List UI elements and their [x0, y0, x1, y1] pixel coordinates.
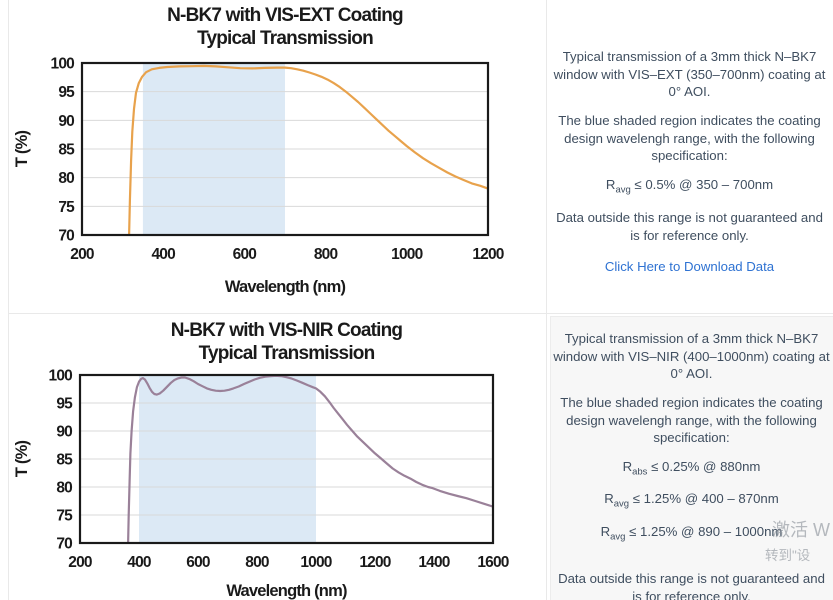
svg-text:1400: 1400 [418, 554, 449, 571]
svg-text:200: 200 [68, 554, 92, 571]
vis-ext-download-data-link[interactable]: Click Here to Download Data [604, 258, 775, 274]
svg-text:95: 95 [58, 84, 75, 101]
svg-text:T (%): T (%) [13, 131, 31, 168]
vis-nir-shaded-region-note: The blue shaded region indicates the coa… [560, 395, 823, 446]
svg-text:70: 70 [56, 536, 72, 553]
vis-ext-info-panel: Typical transmission of a 3mm thick N–BK… [550, 48, 829, 276]
svg-text:1200: 1200 [359, 554, 390, 571]
svg-text:N-BK7 with VIS-NIR Coating: N-BK7 with VIS-NIR Coating [171, 320, 403, 341]
svg-text:200: 200 [70, 246, 94, 263]
row-divider-line [8, 313, 833, 314]
column-divider-line [546, 0, 547, 600]
svg-text:600: 600 [186, 554, 210, 571]
svg-text:75: 75 [56, 508, 73, 525]
svg-text:400: 400 [151, 246, 175, 263]
svg-text:80: 80 [58, 170, 74, 187]
svg-text:1000: 1000 [391, 246, 422, 263]
svg-text:80: 80 [56, 480, 72, 497]
svg-text:95: 95 [56, 396, 73, 413]
svg-text:85: 85 [58, 142, 75, 159]
svg-text:90: 90 [58, 113, 74, 130]
vis-nir-spec-ravg-1: Ravg ≤ 1.25% @ 400 – 870nm [604, 491, 779, 511]
svg-text:N-BK7 with VIS-EXT Coating: N-BK7 with VIS-EXT Coating [167, 5, 403, 26]
svg-text:100: 100 [51, 56, 75, 73]
svg-text:1600: 1600 [477, 554, 508, 571]
vis-ext-description: Typical transmission of a 3mm thick N–BK… [553, 49, 826, 100]
vis-nir-spec-ravg-2: Ravg ≤ 1.25% @ 890 – 1000nm [600, 523, 783, 543]
vis-nir-spec-rabs: Rabs ≤ 0.25% @ 880nm [622, 459, 761, 478]
vis-ext-disclaimer: Data outside this range is not guarantee… [556, 210, 823, 244]
svg-text:Wavelength (nm): Wavelength (nm) [225, 278, 346, 296]
svg-text:100: 100 [49, 368, 73, 385]
svg-text:1200: 1200 [472, 246, 503, 263]
svg-text:800: 800 [245, 554, 269, 571]
svg-text:Wavelength (nm): Wavelength (nm) [226, 582, 347, 600]
left-border-line [8, 0, 9, 600]
svg-text:400: 400 [127, 554, 151, 571]
svg-text:Typical Transmission: Typical Transmission [197, 28, 373, 49]
vis-nir-info-panel-background [550, 316, 833, 600]
vis-ext-shaded-region-note: The blue shaded region indicates the coa… [558, 113, 821, 164]
vis-nir-disclaimer: Data outside this range is not guarantee… [558, 571, 825, 600]
svg-text:75: 75 [58, 199, 75, 216]
vis-nir-info-panel: Typical transmission of a 3mm thick N–BK… [552, 330, 831, 600]
svg-text:800: 800 [314, 246, 338, 263]
svg-text:90: 90 [56, 424, 72, 441]
svg-text:Typical Transmission: Typical Transmission [199, 343, 375, 364]
svg-text:70: 70 [58, 228, 74, 245]
svg-text:1000: 1000 [300, 554, 331, 571]
vis-nir-description: Typical transmission of a 3mm thick N–BK… [553, 331, 830, 382]
svg-text:T (%): T (%) [13, 441, 31, 478]
svg-text:85: 85 [56, 452, 73, 469]
vis-ext-spec-ravg: Ravg ≤ 0.5% @ 350 – 700nm [605, 177, 774, 196]
svg-text:600: 600 [233, 246, 257, 263]
